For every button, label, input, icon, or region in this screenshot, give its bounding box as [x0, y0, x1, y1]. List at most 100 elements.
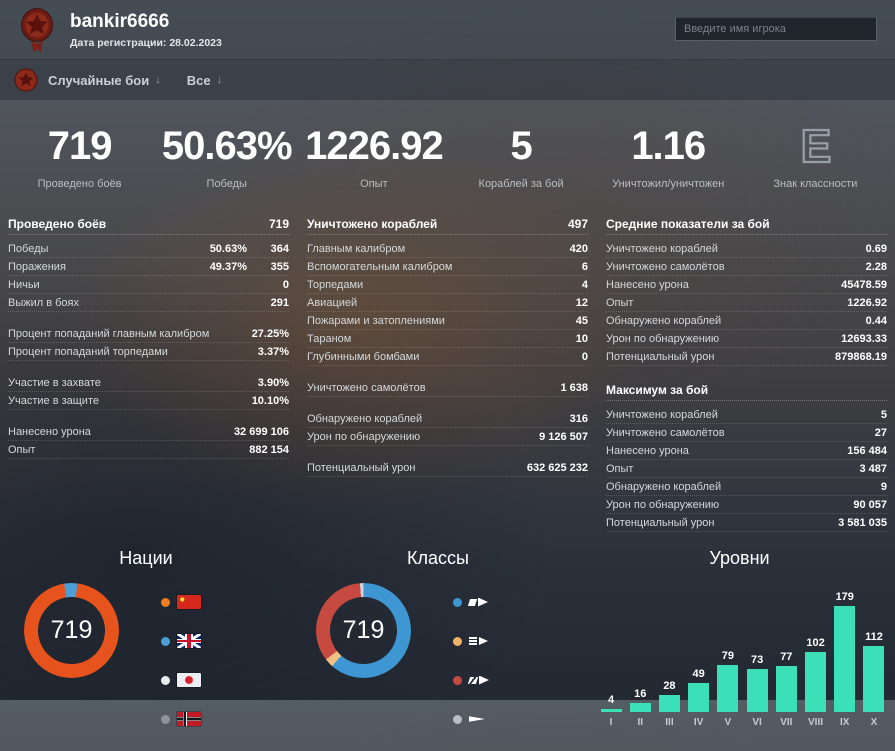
- summary-value: 719: [47, 124, 113, 168]
- summary-label: Опыт: [360, 178, 388, 190]
- bar: [600, 709, 622, 712]
- table-title: Проведено боёв: [8, 217, 107, 231]
- row-label: Опыт: [606, 462, 634, 475]
- summary-value: 1226.92: [305, 124, 444, 168]
- table-row: Урон по обнаружению 9 126 507: [307, 428, 588, 446]
- table-row: Тараном 10: [307, 330, 588, 348]
- row-value: 6: [581, 260, 588, 273]
- chart-title: Классы: [407, 548, 469, 568]
- table-row: Ничьи 0: [8, 276, 289, 294]
- table-row: Обнаружено кораблей 316: [307, 410, 588, 428]
- table-header: Проведено боёв 719: [8, 214, 289, 235]
- legend-dot: [161, 597, 170, 607]
- table-row: Вспомогательным калибром 6: [307, 258, 588, 276]
- legend-dot: [453, 636, 462, 646]
- summary-stat: 1226.92 Опыт: [300, 124, 447, 190]
- row-label: Уничтожено самолётов: [606, 260, 725, 273]
- row-value: 1226.92: [847, 296, 887, 309]
- table-row: Выжил в боях 291: [8, 294, 289, 312]
- bar-tick-label: VIII: [808, 717, 824, 728]
- row-value: 156 484: [847, 444, 887, 457]
- donut-ring: [24, 583, 119, 678]
- table-row: Процент попаданий торпедами 3.37%: [8, 343, 289, 361]
- summary-stat: 5 Кораблей за бой: [448, 124, 595, 190]
- row-label: Процент попаданий торпедами: [8, 345, 168, 358]
- row-value: 5: [880, 408, 887, 421]
- row-value: 632 625 232: [526, 461, 588, 474]
- summary-label: Уничтожил/уничтожен: [612, 178, 725, 190]
- carrier-icon: [469, 713, 485, 725]
- summary-stat: 1.16 Уничтожил/уничтожен: [595, 124, 742, 190]
- table-row: Опыт 1226.92: [606, 294, 887, 312]
- row-value: 291: [270, 296, 289, 309]
- stats-tables: Проведено боёв 719 Победы 50.63% 364 Пор…: [0, 200, 895, 532]
- search-input[interactable]: [675, 17, 877, 41]
- bar-tick-label: IX: [840, 717, 850, 728]
- row-label: Глубинными бомбами: [307, 350, 420, 363]
- bar-value-label: 102: [806, 637, 825, 649]
- row-value: 9 126 507: [539, 430, 588, 443]
- row-value: 4: [581, 278, 588, 291]
- battleship-icon: [469, 635, 488, 647]
- row-label: Урон по обнаружению: [307, 430, 421, 443]
- table-header: Уничтожено кораблей 497: [307, 214, 588, 235]
- bar: [805, 652, 827, 712]
- row-value: 3.90%: [257, 376, 289, 389]
- bar-value-label: 28: [663, 680, 676, 692]
- bar-column: 112 X: [863, 631, 885, 729]
- table-total: 497: [567, 217, 588, 231]
- period-filter[interactable]: Все ↓: [187, 73, 222, 88]
- bar-value-label: 179: [835, 591, 854, 603]
- legend-dot: [161, 675, 170, 685]
- row-value: 3.37%: [257, 345, 289, 358]
- bar-tick-label: II: [637, 717, 643, 728]
- row-percent: 50.63%: [209, 242, 247, 255]
- row-label: Уничтожено кораблей: [606, 242, 718, 255]
- bar-tick-label: V: [724, 717, 732, 728]
- row-label: Ничьи: [8, 278, 40, 291]
- row-label: Обнаружено кораблей: [606, 480, 722, 493]
- row-value: 0: [282, 278, 289, 291]
- table-row: Участие в защите 10.10%: [8, 392, 289, 410]
- row-label: Авиацией: [307, 296, 358, 309]
- legend-item-destroyer: [453, 595, 489, 609]
- bar: [688, 683, 710, 712]
- table-row: Опыт 882 154: [8, 441, 289, 459]
- japan-flag-icon: [177, 673, 201, 687]
- bar: [746, 669, 768, 712]
- bar-value-label: 77: [780, 651, 793, 663]
- bar-column: 179 IX: [834, 591, 856, 729]
- table-title: Максимум за бой: [606, 383, 709, 397]
- battle-type-filter[interactable]: Случайные бои ↓: [48, 73, 161, 88]
- row-label: Потенциальный урон: [307, 461, 416, 474]
- table-row: Пожарами и затоплениями 45: [307, 312, 588, 330]
- row-value: 1 638: [560, 381, 588, 394]
- row-value: 2.28: [865, 260, 887, 273]
- summary-stat: 50.63% Победы: [153, 124, 300, 190]
- row-value: 355: [270, 260, 289, 273]
- legend-item-carrier: [453, 712, 489, 726]
- bar-column: 102 VIII: [805, 637, 827, 729]
- bar-tick-label: IV: [693, 717, 704, 728]
- row-percent: 49.37%: [209, 260, 247, 273]
- table-row: Обнаружено кораблей 0.44: [606, 312, 887, 330]
- table-row: Авиацией 12: [307, 294, 588, 312]
- legend-item-uk: [161, 634, 201, 648]
- legend-item-cruiser: [453, 673, 489, 687]
- row-label: Потенциальный урон: [606, 350, 715, 363]
- row-value: 316: [569, 412, 588, 425]
- row-value: 364: [270, 242, 289, 255]
- bar-column: 16 II: [629, 688, 651, 729]
- bar-column: 79 V: [717, 650, 739, 729]
- period-label: Все: [186, 72, 211, 88]
- table-row: Торпедами 4: [307, 276, 588, 294]
- classes-legend: [453, 595, 489, 751]
- table-header: Максимум за бой: [606, 380, 887, 401]
- bar: [775, 666, 797, 712]
- bar-value-label: 4: [607, 694, 615, 706]
- summary-value: E: [799, 120, 832, 172]
- row-value: 3 487: [859, 462, 887, 475]
- legend-dot: [161, 714, 170, 724]
- bar-tick-label: VI: [752, 717, 762, 728]
